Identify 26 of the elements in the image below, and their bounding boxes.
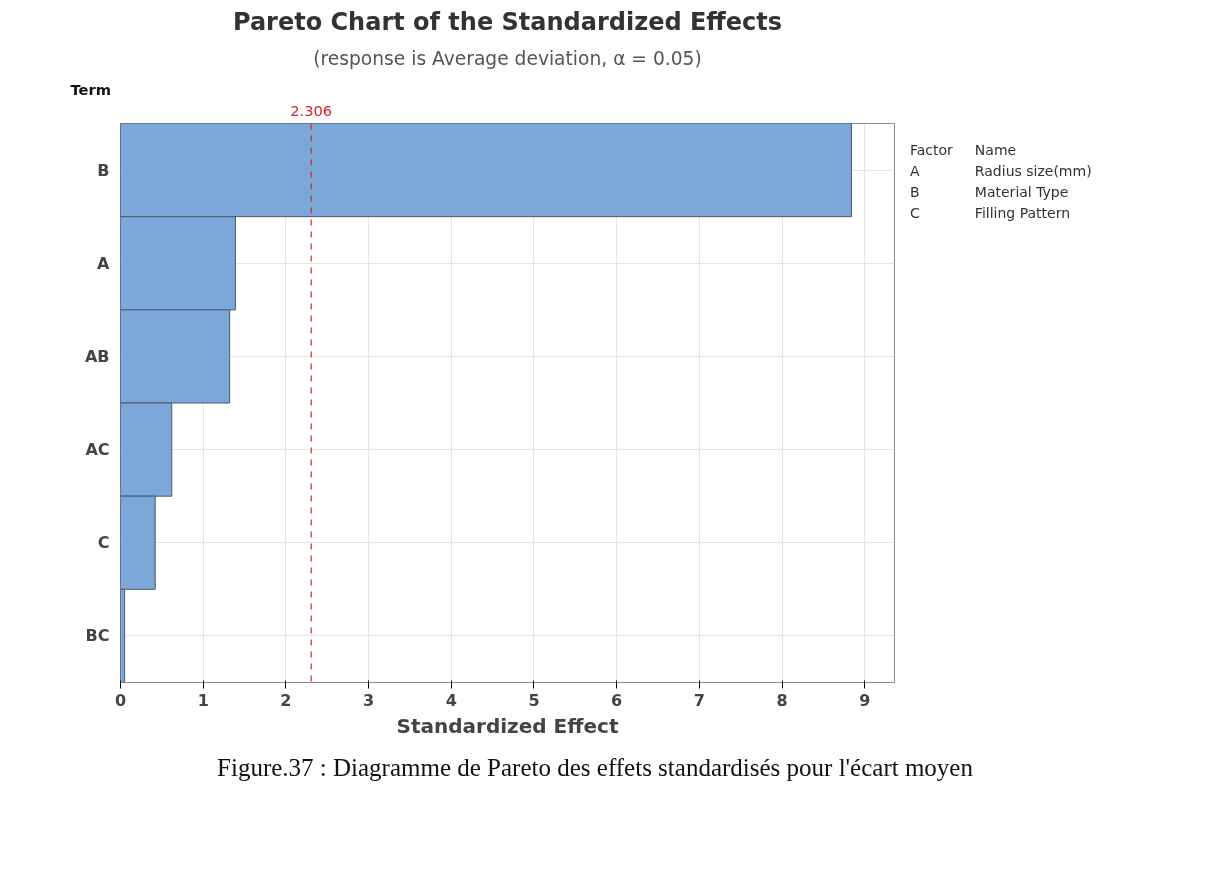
y-tick-label: AB — [84, 346, 110, 366]
y-tick-label: B — [97, 160, 110, 180]
x-tick-label: 9 — [859, 690, 871, 710]
x-tick-label: 5 — [528, 690, 540, 710]
x-axis-title: Standardized Effect — [396, 713, 619, 738]
chart-subtitle: (response is Average deviation, α = 0.05) — [313, 47, 702, 69]
x-tick-label: 8 — [776, 690, 788, 710]
text: C Filling Pattern — [910, 205, 1071, 221]
text: A Radius size(mm) — [910, 163, 1092, 179]
y-tick-label: BC — [85, 626, 110, 646]
y-tick-label: C — [97, 533, 110, 553]
y-tick-label: AC — [85, 440, 110, 460]
text: Factor Name — [910, 142, 1017, 158]
text: B Material Type — [910, 184, 1069, 200]
text: Figure.37 : Diagramme de Pareto des effets standardisés pour l'écart moyen — [216, 753, 974, 783]
x-tick-label: 1 — [197, 690, 209, 710]
y-axis-title: Term — [70, 80, 111, 98]
x-tick-label: 6 — [611, 690, 623, 710]
x-tick-label: 4 — [445, 690, 457, 710]
chart-title: Pareto Chart of the Standardized Effects — [232, 7, 783, 36]
x-tick-label: 7 — [693, 690, 705, 710]
x-tick-label: 3 — [363, 690, 375, 710]
ref-line-label: 2.306 — [290, 101, 333, 119]
x-tick-label: 0 — [114, 690, 127, 710]
y-tick-label: A — [97, 253, 111, 273]
x-tick-label: 2 — [280, 690, 292, 710]
